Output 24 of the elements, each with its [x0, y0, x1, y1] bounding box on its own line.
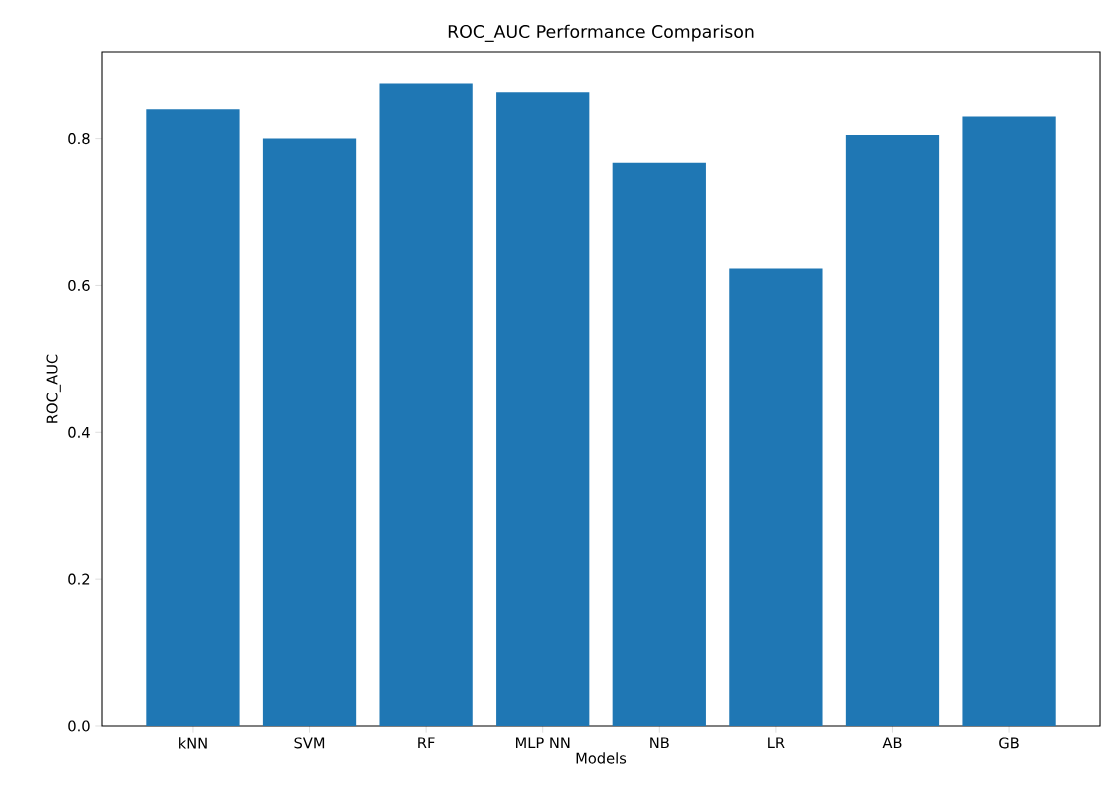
x-tick-label: RF [418, 737, 435, 749]
y-tick-label: 0.6 [68, 279, 90, 292]
x-axis-title: Models [576, 752, 627, 764]
bar [146, 109, 240, 726]
y-axis-title: ROC_AUC [46, 354, 61, 423]
bar [496, 92, 590, 726]
x-tick-label: kNN [179, 737, 207, 749]
x-tick-label: NB [650, 737, 669, 749]
bar [379, 83, 473, 726]
x-tick-label: MLP NN [516, 737, 570, 749]
bar [845, 134, 940, 726]
y-tick-label: 0.8 [68, 133, 90, 145]
x-tick-label: AB [882, 737, 902, 749]
bar [962, 116, 1056, 726]
x-tick-label: GB [999, 737, 1019, 749]
bar [612, 162, 706, 726]
y-tick-label: 0.4 [68, 426, 90, 438]
x-tick-label: LR [768, 737, 785, 749]
bar [729, 268, 823, 726]
y-tick-label: 0.2 [68, 573, 90, 585]
chart-title: ROC_AUC Performance Comparison [448, 24, 754, 42]
x-tick-label: SVM [294, 737, 325, 749]
bar [262, 138, 357, 726]
y-tick-label: 0.0 [68, 720, 90, 732]
